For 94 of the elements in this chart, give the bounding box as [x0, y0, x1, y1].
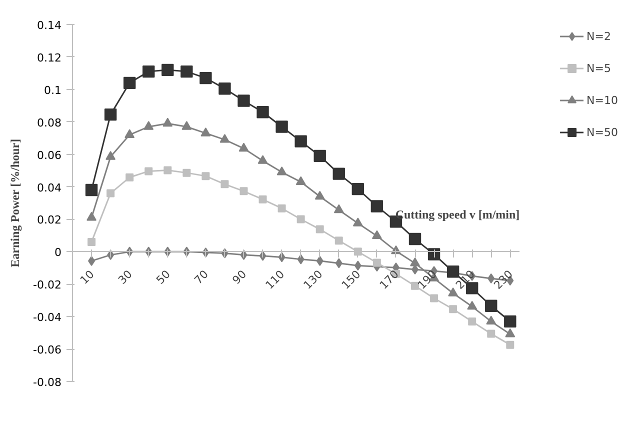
point: [240, 187, 248, 196]
point: [467, 300, 478, 310]
y-tick-label: -0.08: [33, 376, 62, 389]
point: [220, 134, 230, 143]
point: [85, 184, 98, 196]
point: [352, 182, 364, 196]
x-tick-label: 210: [453, 268, 478, 292]
point: [182, 168, 191, 177]
point: [106, 189, 115, 198]
point: [258, 155, 268, 164]
x-tick-label: 130: [301, 268, 326, 292]
x-tick-label: 90: [230, 268, 250, 287]
x-tick-label: 230: [491, 268, 516, 292]
point: [296, 215, 305, 224]
point: [144, 121, 154, 130]
point: [430, 294, 438, 302]
point: [335, 258, 342, 268]
point: [258, 195, 267, 204]
y-tick-label: 0.02: [37, 214, 62, 227]
point: [506, 340, 514, 349]
y-tick-label: -0.06: [33, 344, 62, 357]
point: [468, 317, 476, 326]
point: [123, 76, 136, 90]
point: [276, 166, 287, 176]
point: [296, 176, 306, 186]
point: [180, 65, 193, 78]
point: [370, 200, 384, 212]
point: [200, 72, 212, 84]
point: [372, 230, 382, 240]
point: [276, 120, 288, 133]
point: [162, 64, 174, 76]
x-tick-label: 190: [415, 268, 440, 292]
point: [372, 258, 381, 267]
point: [334, 236, 343, 245]
point: [316, 256, 324, 266]
point: [86, 212, 97, 221]
x-tick-label: 10: [78, 268, 97, 287]
point: [334, 204, 344, 214]
point: [142, 65, 155, 78]
point: [202, 172, 210, 180]
point: [218, 82, 231, 95]
y-tick-label: 0.06: [37, 148, 62, 162]
point: [124, 129, 135, 138]
point: [504, 315, 516, 328]
legend-label: N=5: [586, 62, 611, 74]
legend-label: N=2: [586, 30, 611, 42]
y-tick-label: 0.1: [44, 84, 62, 97]
point: [200, 128, 211, 136]
x-tick-label: 150: [339, 268, 364, 292]
point: [449, 305, 458, 314]
point: [294, 135, 307, 148]
point: [487, 330, 496, 338]
x-tick-label: 170: [377, 268, 402, 292]
y-tick-label: 0.12: [37, 51, 62, 64]
x-tick-label: 70: [192, 268, 211, 287]
point: [314, 190, 325, 200]
point: [106, 151, 116, 160]
point: [144, 167, 153, 176]
y-tick-label: 0: [54, 246, 62, 260]
point: [88, 256, 96, 266]
point: [256, 106, 269, 118]
point: [314, 150, 326, 162]
point: [278, 204, 286, 212]
point: [297, 254, 304, 264]
y-tick-label: -0.04: [33, 311, 62, 324]
point: [332, 168, 345, 180]
y-tick-label: -0.02: [33, 278, 62, 292]
x-tick-label: 50: [154, 268, 173, 287]
point: [354, 260, 362, 271]
point: [408, 232, 422, 246]
legend-label: N=50: [586, 126, 618, 138]
point: [410, 258, 420, 266]
point: [352, 218, 363, 226]
legend-label: N=10: [586, 94, 618, 106]
point: [238, 142, 249, 152]
point: [316, 225, 324, 234]
x-tick-label: 30: [116, 268, 135, 287]
y-tick-label: 0.14: [37, 19, 62, 32]
point: [162, 118, 173, 127]
point: [182, 121, 192, 130]
point: [126, 173, 134, 182]
point: [486, 316, 496, 325]
point: [220, 180, 229, 188]
point: [505, 328, 516, 338]
point: [238, 94, 250, 107]
point: [164, 166, 172, 174]
point: [88, 238, 96, 246]
point: [448, 288, 458, 296]
point: [104, 108, 117, 121]
y-tick-label: 0.04: [37, 181, 62, 194]
y-tick-label: 0.08: [37, 116, 62, 130]
point: [485, 300, 498, 312]
x-tick-label: 110: [263, 268, 288, 292]
y-axis-title: Earning Power [%/hour]: [8, 138, 22, 268]
